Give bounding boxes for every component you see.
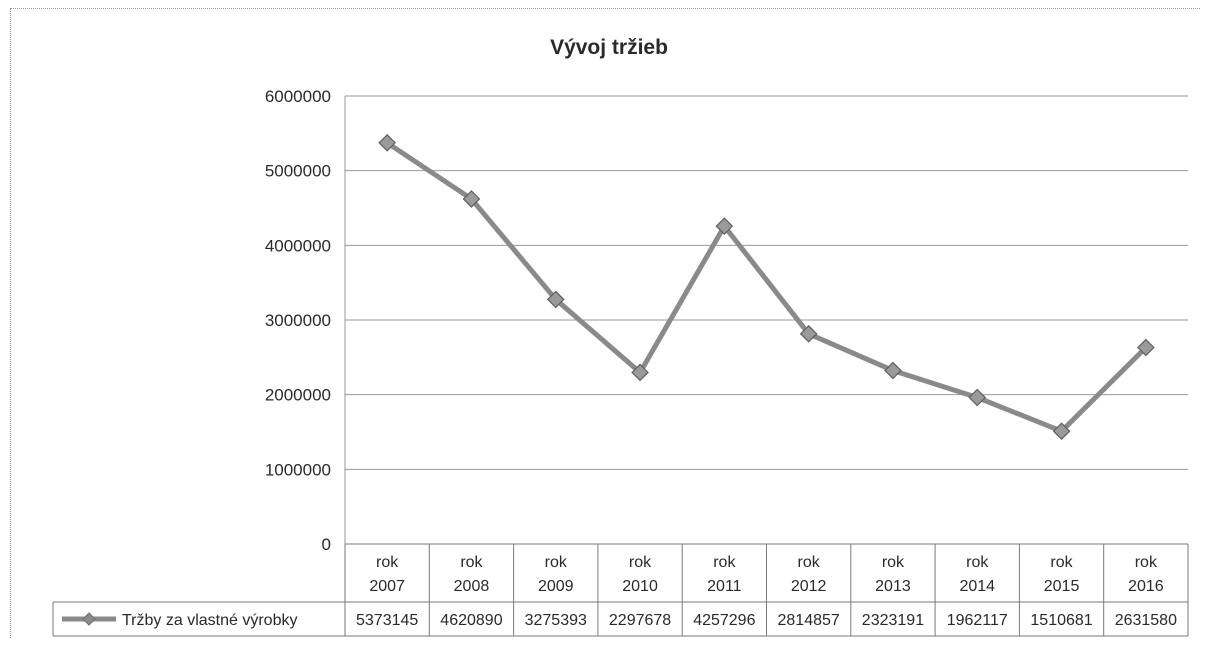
x-tick-label: 2009 — [538, 578, 574, 595]
data-table-value: 2814857 — [778, 612, 840, 629]
x-tick-label: 2010 — [622, 578, 658, 595]
data-table-value: 2631580 — [1115, 612, 1177, 629]
x-tick-label: rok — [1135, 554, 1158, 571]
y-tick-label: 4000000 — [265, 236, 331, 255]
y-tick-label: 2000000 — [265, 386, 331, 405]
x-tick-label: 2007 — [369, 578, 405, 595]
chart-frame — [10, 8, 1200, 638]
y-axis: 0 1000000 2000000 3000000 4000000 5000000 6000… — [265, 87, 346, 636]
x-tick-label: 2015 — [1044, 578, 1080, 595]
data-point-marker — [799, 324, 818, 343]
data-point-marker — [546, 290, 565, 309]
legend-label: Tržby za vlastné výrobky — [122, 612, 297, 629]
gridlines — [345, 95, 1188, 470]
x-tick-label: 2012 — [791, 578, 827, 595]
data-point-marker — [462, 190, 481, 208]
data-table-value: 2297678 — [609, 612, 671, 629]
data-point-marker — [378, 133, 396, 152]
data-point-marker — [884, 361, 902, 380]
y-tick-label: 1000000 — [265, 460, 331, 479]
series-line-group — [378, 133, 1155, 441]
y-tick-label: 5000000 — [265, 162, 331, 181]
x-tick-label: rok — [545, 554, 568, 571]
x-tick-label: rok — [1050, 554, 1073, 571]
x-tick-label: rok — [966, 554, 989, 571]
data-table: rok 2007 rok 2008 rok 2009 rok 2010 rok 2011 rok 20… — [52, 543, 1189, 637]
x-tick-label: rok — [713, 554, 736, 571]
series-line — [385, 140, 1148, 434]
data-table-value: 4257296 — [693, 612, 755, 629]
x-tick-label: rok — [376, 554, 399, 571]
y-tick-label: 6000000 — [265, 87, 331, 106]
x-tick-label: 2013 — [875, 578, 911, 595]
y-tick-label: 0 — [322, 535, 331, 554]
data-point-marker — [1137, 338, 1155, 357]
x-tick-label: 2011 — [707, 578, 742, 595]
x-tick-label: rok — [629, 554, 652, 571]
x-tick-label: rok — [798, 554, 821, 571]
data-table-value: 3275393 — [525, 612, 587, 629]
data-table-value: 5373145 — [356, 612, 418, 629]
x-tick-label: rok — [460, 554, 483, 571]
data-point-marker — [1052, 422, 1071, 441]
x-tick-label: 2016 — [1128, 578, 1164, 595]
data-table-value: 4620890 — [440, 612, 502, 629]
data-table-value: 1510681 — [1030, 612, 1092, 629]
y-tick-label: 3000000 — [265, 311, 331, 330]
chart-title: Vývoj tržieb — [550, 36, 668, 59]
x-tick-label: 2008 — [454, 578, 490, 595]
legend-marker — [82, 612, 96, 626]
x-tick-label: rok — [882, 554, 905, 571]
x-tick-label: 2014 — [959, 578, 995, 595]
data-point-marker — [715, 217, 734, 235]
data-table-value: 1962117 — [947, 612, 1008, 629]
data-point-marker — [968, 388, 987, 407]
data-point-marker — [631, 363, 649, 382]
data-table-value: 2323191 — [862, 612, 924, 629]
